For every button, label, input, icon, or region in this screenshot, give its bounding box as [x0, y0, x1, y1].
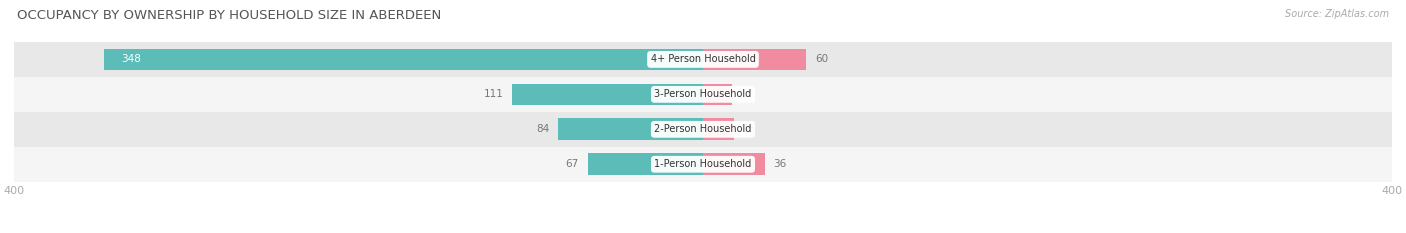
Text: OCCUPANCY BY OWNERSHIP BY HOUSEHOLD SIZE IN ABERDEEN: OCCUPANCY BY OWNERSHIP BY HOUSEHOLD SIZE…	[17, 9, 441, 22]
Bar	[14, 77, 1392, 112]
Bar	[512, 83, 703, 105]
Bar	[14, 147, 1392, 182]
Text: 2-Person Household: 2-Person Household	[654, 124, 752, 134]
Bar	[14, 42, 1392, 77]
Bar	[703, 83, 733, 105]
Bar	[703, 153, 765, 175]
Text: 18: 18	[742, 124, 756, 134]
Text: Source: ZipAtlas.com: Source: ZipAtlas.com	[1285, 9, 1389, 19]
Text: 348: 348	[121, 55, 141, 64]
Bar	[588, 153, 703, 175]
Text: 1-Person Household: 1-Person Household	[654, 159, 752, 169]
Text: 17: 17	[741, 89, 754, 99]
Text: 111: 111	[484, 89, 503, 99]
Bar	[558, 118, 703, 140]
Text: 60: 60	[815, 55, 828, 64]
Text: 3-Person Household: 3-Person Household	[654, 89, 752, 99]
Bar	[703, 118, 734, 140]
Text: 67: 67	[565, 159, 579, 169]
Bar	[14, 112, 1392, 147]
Bar	[703, 49, 807, 70]
Bar	[104, 49, 703, 70]
Text: 36: 36	[773, 159, 787, 169]
Text: 4+ Person Household: 4+ Person Household	[651, 55, 755, 64]
Text: 84: 84	[537, 124, 550, 134]
